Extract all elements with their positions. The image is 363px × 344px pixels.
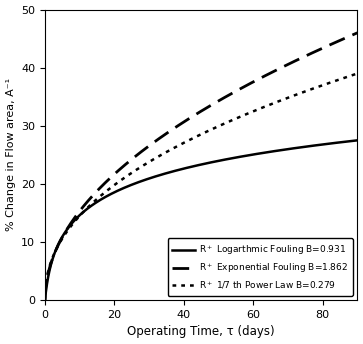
X-axis label: Operating Time, τ (days): Operating Time, τ (days) bbox=[127, 325, 275, 338]
Y-axis label: % Change in Flow area, A⁻¹: % Change in Flow area, A⁻¹ bbox=[5, 78, 16, 232]
Legend: R$^+$ Logarthmic Fouling B=0.931, R$^+$ Exponential Fouling B=1.862, R$^+$ 1/7 t: R$^+$ Logarthmic Fouling B=0.931, R$^+$ … bbox=[168, 238, 353, 295]
